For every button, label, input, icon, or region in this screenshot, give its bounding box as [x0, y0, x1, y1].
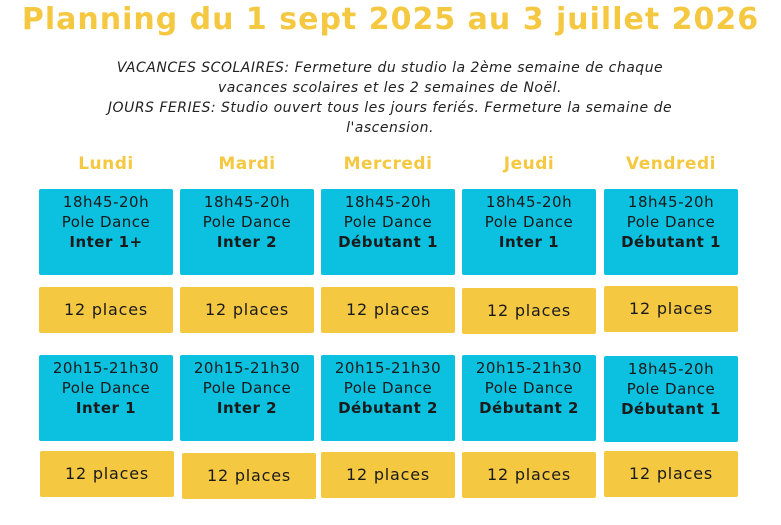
day-header-jeudi: Jeudi [503, 154, 555, 174]
course-level: Inter 1+ [69, 233, 143, 251]
course-level: Débutant 1 [338, 233, 438, 251]
course-name: Pole Dance [484, 213, 574, 231]
course-time: 20h15-21h30 [334, 359, 442, 377]
course-level: Inter 2 [216, 399, 278, 417]
course-card-lundi-1: 18h45-20h Pole Dance Inter 1+ [39, 189, 173, 275]
places-badge-mercredi-1: 12 places [321, 287, 455, 333]
page-title: Planning du 1 sept 2025 au 3 juillet 202… [21, 2, 760, 37]
places-badge-vendredi-2: 12 places [604, 451, 738, 497]
course-level: Débutant 1 [621, 400, 721, 418]
course-level: Débutant 2 [479, 399, 579, 417]
course-name: Pole Dance [626, 380, 716, 398]
course-time: 18h45-20h [203, 193, 291, 211]
course-name: Pole Dance [61, 213, 151, 231]
course-card-mardi-2: 20h15-21h30 Pole Dance Inter 2 [180, 355, 314, 441]
places-badge-lundi-1: 12 places [39, 287, 173, 333]
course-time: 20h15-21h30 [193, 359, 301, 377]
notes-line: VACANCES SCOLAIRES: Fermeture du studio … [116, 60, 664, 76]
places-badge-jeudi-1: 12 places [462, 288, 596, 334]
course-level: Débutant 1 [621, 233, 721, 251]
course-card-mercredi-2: 20h15-21h30 Pole Dance Débutant 2 [321, 355, 455, 441]
day-header-mercredi: Mercredi [343, 154, 433, 174]
places-badge-mardi-2: 12 places [182, 453, 316, 499]
course-card-mardi-1: 18h45-20h Pole Dance Inter 2 [180, 189, 314, 275]
course-name: Pole Dance [484, 379, 574, 397]
course-time: 20h15-21h30 [52, 359, 160, 377]
closure-notes: VACANCES SCOLAIRES: Fermeture du studio … [40, 58, 740, 138]
course-level: Inter 1 [75, 399, 137, 417]
course-name: Pole Dance [343, 379, 433, 397]
notes-line: l'ascension. [346, 120, 434, 136]
course-name: Pole Dance [343, 213, 433, 231]
places-badge-mercredi-2: 12 places [321, 452, 455, 498]
course-time: 18h45-20h [485, 193, 573, 211]
course-card-jeudi-1: 18h45-20h Pole Dance Inter 1 [462, 189, 596, 275]
course-name: Pole Dance [61, 379, 151, 397]
day-header-lundi: Lundi [78, 154, 134, 174]
course-level: Débutant 2 [338, 399, 438, 417]
course-time: 18h45-20h [627, 193, 715, 211]
course-card-lundi-2: 20h15-21h30 Pole Dance Inter 1 [39, 355, 173, 441]
course-name: Pole Dance [202, 213, 292, 231]
places-badge-mardi-1: 12 places [180, 287, 314, 333]
course-name: Pole Dance [202, 379, 292, 397]
course-card-vendredi-2: 18h45-20h Pole Dance Débutant 1 [604, 356, 738, 442]
course-card-vendredi-1: 18h45-20h Pole Dance Débutant 1 [604, 189, 738, 275]
notes-line: JOURS FERIES: Studio ouvert tous les jou… [107, 100, 673, 116]
course-time: 18h45-20h [62, 193, 150, 211]
course-name: Pole Dance [626, 213, 716, 231]
places-badge-jeudi-2: 12 places [462, 452, 596, 498]
course-time: 18h45-20h [344, 193, 432, 211]
places-badge-vendredi-1: 12 places [604, 286, 738, 332]
course-time: 18h45-20h [627, 360, 715, 378]
course-card-mercredi-1: 18h45-20h Pole Dance Débutant 1 [321, 189, 455, 275]
course-level: Inter 1 [498, 233, 560, 251]
notes-line: vacances scolaires et les 2 semaines de … [218, 80, 562, 96]
course-time: 20h15-21h30 [475, 359, 583, 377]
day-header-vendredi: Vendredi [626, 154, 716, 174]
course-card-jeudi-2: 20h15-21h30 Pole Dance Débutant 2 [462, 355, 596, 441]
day-header-mardi: Mardi [218, 154, 276, 174]
course-level: Inter 2 [216, 233, 278, 251]
places-badge-lundi-2: 12 places [40, 451, 174, 497]
